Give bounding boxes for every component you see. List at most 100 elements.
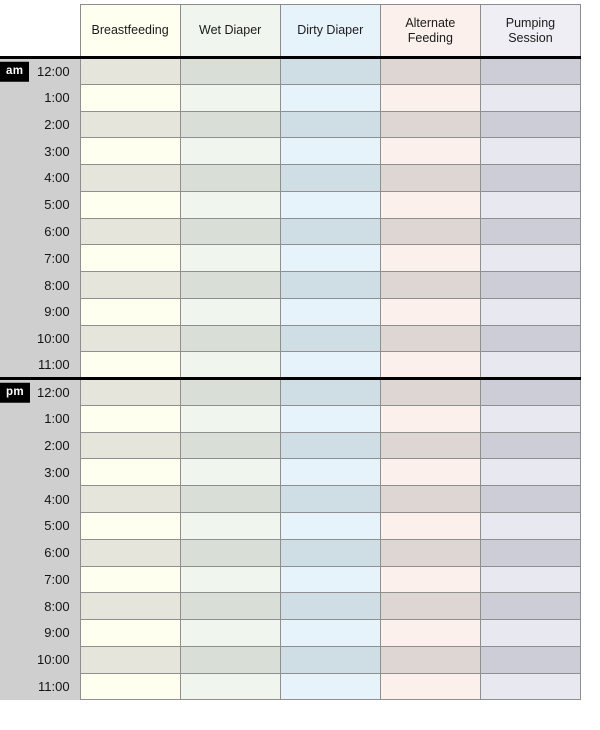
log-cell-altfeeding[interactable] <box>379 485 481 514</box>
log-cell-wetdiaper[interactable] <box>179 645 281 674</box>
log-cell-pumping[interactable] <box>479 56 582 85</box>
log-cell-pumping[interactable] <box>479 377 582 406</box>
log-cell-pumping[interactable] <box>479 565 582 594</box>
log-cell-breastfeeding[interactable] <box>79 164 181 192</box>
log-cell-wetdiaper[interactable] <box>179 485 281 514</box>
log-cell-pumping[interactable] <box>479 324 582 353</box>
log-cell-dirtydiaper[interactable] <box>279 485 381 514</box>
log-cell-dirtydiaper[interactable] <box>279 110 381 139</box>
log-cell-altfeeding[interactable] <box>379 244 481 273</box>
log-cell-pumping[interactable] <box>479 672 582 701</box>
log-cell-altfeeding[interactable] <box>379 110 481 139</box>
log-cell-wetdiaper[interactable] <box>179 431 281 460</box>
log-cell-dirtydiaper[interactable] <box>279 271 381 299</box>
log-cell-breastfeeding[interactable] <box>79 592 181 621</box>
log-cell-altfeeding[interactable] <box>379 137 481 166</box>
log-cell-breastfeeding[interactable] <box>79 351 181 380</box>
log-cell-breastfeeding[interactable] <box>79 324 181 353</box>
log-cell-dirtydiaper[interactable] <box>279 538 381 567</box>
log-cell-pumping[interactable] <box>479 244 582 273</box>
log-cell-dirtydiaper[interactable] <box>279 137 381 166</box>
log-cell-breastfeeding[interactable] <box>79 431 181 460</box>
log-cell-altfeeding[interactable] <box>379 56 481 85</box>
log-cell-altfeeding[interactable] <box>379 404 481 433</box>
log-cell-breastfeeding[interactable] <box>79 404 181 433</box>
log-cell-wetdiaper[interactable] <box>179 83 281 112</box>
log-cell-breastfeeding[interactable] <box>79 137 181 166</box>
log-cell-wetdiaper[interactable] <box>179 324 281 353</box>
log-cell-breastfeeding[interactable] <box>79 512 181 540</box>
log-cell-altfeeding[interactable] <box>379 377 481 406</box>
log-cell-altfeeding[interactable] <box>379 431 481 460</box>
log-cell-pumping[interactable] <box>479 645 582 674</box>
log-cell-pumping[interactable] <box>479 512 582 540</box>
log-cell-breastfeeding[interactable] <box>79 565 181 594</box>
log-cell-altfeeding[interactable] <box>379 190 481 219</box>
log-cell-pumping[interactable] <box>479 190 582 219</box>
log-cell-dirtydiaper[interactable] <box>279 619 381 647</box>
log-cell-wetdiaper[interactable] <box>179 538 281 567</box>
log-cell-dirtydiaper[interactable] <box>279 83 381 112</box>
log-cell-pumping[interactable] <box>479 271 582 299</box>
log-cell-pumping[interactable] <box>479 83 582 112</box>
log-cell-breastfeeding[interactable] <box>79 244 181 273</box>
log-cell-dirtydiaper[interactable] <box>279 404 381 433</box>
log-cell-breastfeeding[interactable] <box>79 377 181 406</box>
log-cell-breastfeeding[interactable] <box>79 619 181 647</box>
log-cell-pumping[interactable] <box>479 538 582 567</box>
log-cell-pumping[interactable] <box>479 458 582 487</box>
log-cell-altfeeding[interactable] <box>379 619 481 647</box>
log-cell-altfeeding[interactable] <box>379 351 481 380</box>
log-cell-breastfeeding[interactable] <box>79 190 181 219</box>
log-cell-breastfeeding[interactable] <box>79 271 181 299</box>
log-cell-wetdiaper[interactable] <box>179 217 281 246</box>
log-cell-dirtydiaper[interactable] <box>279 672 381 701</box>
log-cell-wetdiaper[interactable] <box>179 592 281 621</box>
log-cell-breastfeeding[interactable] <box>79 297 181 326</box>
log-cell-wetdiaper[interactable] <box>179 110 281 139</box>
log-cell-altfeeding[interactable] <box>379 458 481 487</box>
log-cell-dirtydiaper[interactable] <box>279 351 381 380</box>
log-cell-wetdiaper[interactable] <box>179 377 281 406</box>
log-cell-dirtydiaper[interactable] <box>279 190 381 219</box>
log-cell-wetdiaper[interactable] <box>179 619 281 647</box>
log-cell-dirtydiaper[interactable] <box>279 244 381 273</box>
log-cell-dirtydiaper[interactable] <box>279 431 381 460</box>
log-cell-altfeeding[interactable] <box>379 83 481 112</box>
log-cell-dirtydiaper[interactable] <box>279 645 381 674</box>
log-cell-dirtydiaper[interactable] <box>279 592 381 621</box>
log-cell-altfeeding[interactable] <box>379 672 481 701</box>
log-cell-wetdiaper[interactable] <box>179 404 281 433</box>
log-cell-dirtydiaper[interactable] <box>279 297 381 326</box>
log-cell-pumping[interactable] <box>479 217 582 246</box>
log-cell-wetdiaper[interactable] <box>179 164 281 192</box>
log-cell-wetdiaper[interactable] <box>179 137 281 166</box>
log-cell-pumping[interactable] <box>479 592 582 621</box>
log-cell-dirtydiaper[interactable] <box>279 565 381 594</box>
log-cell-altfeeding[interactable] <box>379 324 481 353</box>
log-cell-wetdiaper[interactable] <box>179 351 281 380</box>
log-cell-wetdiaper[interactable] <box>179 244 281 273</box>
log-cell-breastfeeding[interactable] <box>79 538 181 567</box>
log-cell-dirtydiaper[interactable] <box>279 458 381 487</box>
log-cell-altfeeding[interactable] <box>379 565 481 594</box>
log-cell-pumping[interactable] <box>479 431 582 460</box>
log-cell-pumping[interactable] <box>479 485 582 514</box>
log-cell-breastfeeding[interactable] <box>79 485 181 514</box>
log-cell-wetdiaper[interactable] <box>179 271 281 299</box>
log-cell-dirtydiaper[interactable] <box>279 512 381 540</box>
log-cell-dirtydiaper[interactable] <box>279 56 381 85</box>
log-cell-wetdiaper[interactable] <box>179 56 281 85</box>
log-cell-pumping[interactable] <box>479 297 582 326</box>
log-cell-altfeeding[interactable] <box>379 164 481 192</box>
log-cell-altfeeding[interactable] <box>379 297 481 326</box>
log-cell-pumping[interactable] <box>479 404 582 433</box>
log-cell-pumping[interactable] <box>479 619 582 647</box>
log-cell-pumping[interactable] <box>479 110 582 139</box>
log-cell-wetdiaper[interactable] <box>179 190 281 219</box>
log-cell-dirtydiaper[interactable] <box>279 217 381 246</box>
log-cell-wetdiaper[interactable] <box>179 458 281 487</box>
log-cell-dirtydiaper[interactable] <box>279 324 381 353</box>
log-cell-wetdiaper[interactable] <box>179 297 281 326</box>
log-cell-dirtydiaper[interactable] <box>279 164 381 192</box>
